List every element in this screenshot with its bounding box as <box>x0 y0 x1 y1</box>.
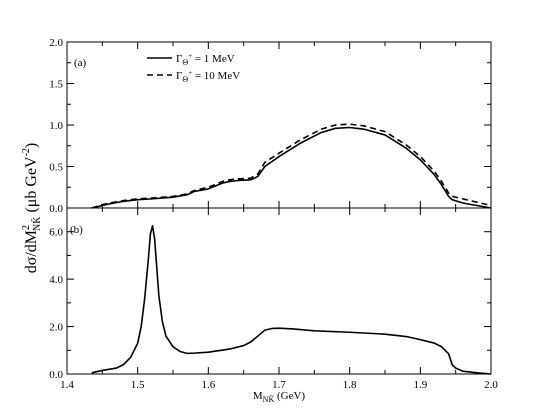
y-tick-label: 0.0 <box>49 369 63 381</box>
series-line-b-1 <box>91 224 492 375</box>
y-tick-label: 0.5 <box>49 162 63 174</box>
y-tick-label: 1.0 <box>49 120 63 132</box>
y-tick-label: 6.0 <box>49 227 63 239</box>
y-tick-label: 4.0 <box>49 274 63 286</box>
x-tick-label: 1.6 <box>201 379 215 391</box>
panel-a-label: (a) <box>74 57 87 69</box>
y-tick-label: 1.5 <box>49 79 63 91</box>
y-tick-label: 0.0 <box>49 203 63 215</box>
x-tick-label: 1.8 <box>343 379 357 391</box>
legend: ΓΘ+ = 1 MeV ΓΘ+ = 10 MeV <box>147 52 240 84</box>
series-line-a-2 <box>91 123 492 209</box>
series-line-a-1 <box>91 126 492 209</box>
x-axis-title: MNK̄ (GeV) <box>253 390 306 404</box>
curves-layer <box>91 123 492 375</box>
y-tick-label: 2.0 <box>49 37 63 49</box>
legend-entry-2: ΓΘ+ = 10 MeV <box>176 69 240 84</box>
tick-labels-layer: 0.0 0.5 1.0 1.5 2.0 0.0 2.0 4.0 6.0 1.4 1.5 1.6 1.7 1… <box>49 37 498 391</box>
x-tick-label: 1.5 <box>131 379 145 391</box>
x-tick-label: 2.0 <box>484 379 498 391</box>
legend-entry-1: ΓΘ+ = 1 MeV <box>176 52 235 67</box>
x-tick-label: 1.7 <box>272 379 286 391</box>
panel-b-label: (b) <box>70 224 83 236</box>
y-axis-title: dσ/dM2NK̄ (μb GeV-2) <box>21 143 43 274</box>
ticks-layer <box>66 41 492 375</box>
y-tick-label: 2.0 <box>49 322 63 334</box>
x-tick-label: 1.4 <box>60 379 74 391</box>
x-tick-label: 1.9 <box>413 379 427 391</box>
